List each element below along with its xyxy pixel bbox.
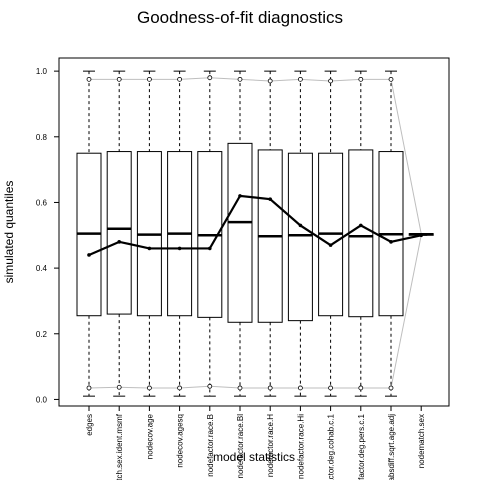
x-tick-label: nodefactor.race.B — [206, 414, 215, 477]
observed-line — [88, 194, 422, 256]
x-tick-label: nodefactor.deg.cohab.c.1 — [327, 413, 336, 480]
x-tick-label: edges — [85, 414, 94, 436]
upper-band-point — [86, 76, 92, 82]
y-tick-label: 0.2 — [36, 330, 48, 339]
upper-band-point — [388, 76, 394, 82]
observed-point — [328, 243, 333, 247]
lower-band-point — [207, 383, 213, 389]
upper-band-point — [297, 76, 303, 82]
x-tick-label: nodefactor.deg.pers.c.1 — [357, 413, 366, 480]
upper-band-point — [177, 76, 183, 82]
lower-band-point — [177, 385, 183, 391]
upper-band-point — [237, 76, 243, 82]
upper-band-point — [207, 75, 213, 81]
observed-point — [117, 240, 121, 244]
observed-point — [389, 240, 393, 244]
x-axis-label: model statistics — [213, 450, 295, 464]
y-tick-label: 0.0 — [36, 395, 48, 404]
plot-area: 0.0 0.2 0.4 0.6 0.8 1.0 edges nodematch.sex.ide… — [36, 57, 450, 480]
lower-band-point — [358, 385, 364, 391]
x-tick-label: nodefactor.race.Hi — [296, 414, 305, 479]
observed-point — [238, 194, 242, 198]
upper-band-point — [267, 78, 273, 84]
observed-point — [87, 253, 91, 257]
chart-title: Goodness-of-fit diagnostics — [137, 8, 343, 27]
y-tick-label: 0.6 — [36, 198, 48, 207]
lower-band-point — [388, 385, 394, 391]
y-tick-label: 0.8 — [36, 133, 48, 142]
observed-point — [177, 246, 182, 251]
lower-band-point — [86, 385, 92, 391]
observed-point — [359, 223, 363, 228]
lower-band-point — [116, 384, 122, 390]
x-tick-label: nodefactor.race.Bl — [236, 414, 245, 479]
observed-point — [419, 233, 424, 238]
lower-band-line — [88, 235, 422, 389]
lower-band-point — [328, 385, 334, 391]
box — [106, 151, 132, 315]
x-tick-label: nodematch.sex.ident.msmf — [115, 413, 124, 480]
upper-band-point — [146, 76, 152, 82]
plot-frame — [58, 57, 450, 407]
lower-band-point — [267, 385, 273, 391]
y-tick-label: 1.0 — [36, 67, 48, 76]
upper-band-point — [358, 76, 364, 82]
lower-band-point — [146, 385, 152, 391]
box — [227, 142, 253, 323]
x-tick-label: nodecov.agesq — [176, 414, 185, 468]
x-tick-label: nodematch.sex — [417, 414, 426, 468]
y-axis-label: simulated quantiles — [2, 181, 16, 284]
observed-point — [147, 246, 152, 251]
observed-point — [298, 223, 303, 228]
y-tick-label: 0.4 — [36, 264, 48, 273]
lower-band-point — [237, 385, 243, 391]
upper-band-point — [116, 76, 122, 82]
observed-point — [208, 246, 212, 251]
lower-band-point — [297, 385, 303, 391]
upper-band-point — [328, 78, 334, 84]
x-tick-label: absdiff.sqrt.age.adj — [387, 414, 396, 480]
box — [348, 149, 374, 318]
observed-point — [268, 197, 273, 201]
box — [287, 152, 313, 322]
upper-band-line — [89, 77, 422, 234]
x-tick-label: nodefactor.race.H — [266, 414, 275, 477]
x-tick-label: nodecov.age — [145, 413, 154, 459]
